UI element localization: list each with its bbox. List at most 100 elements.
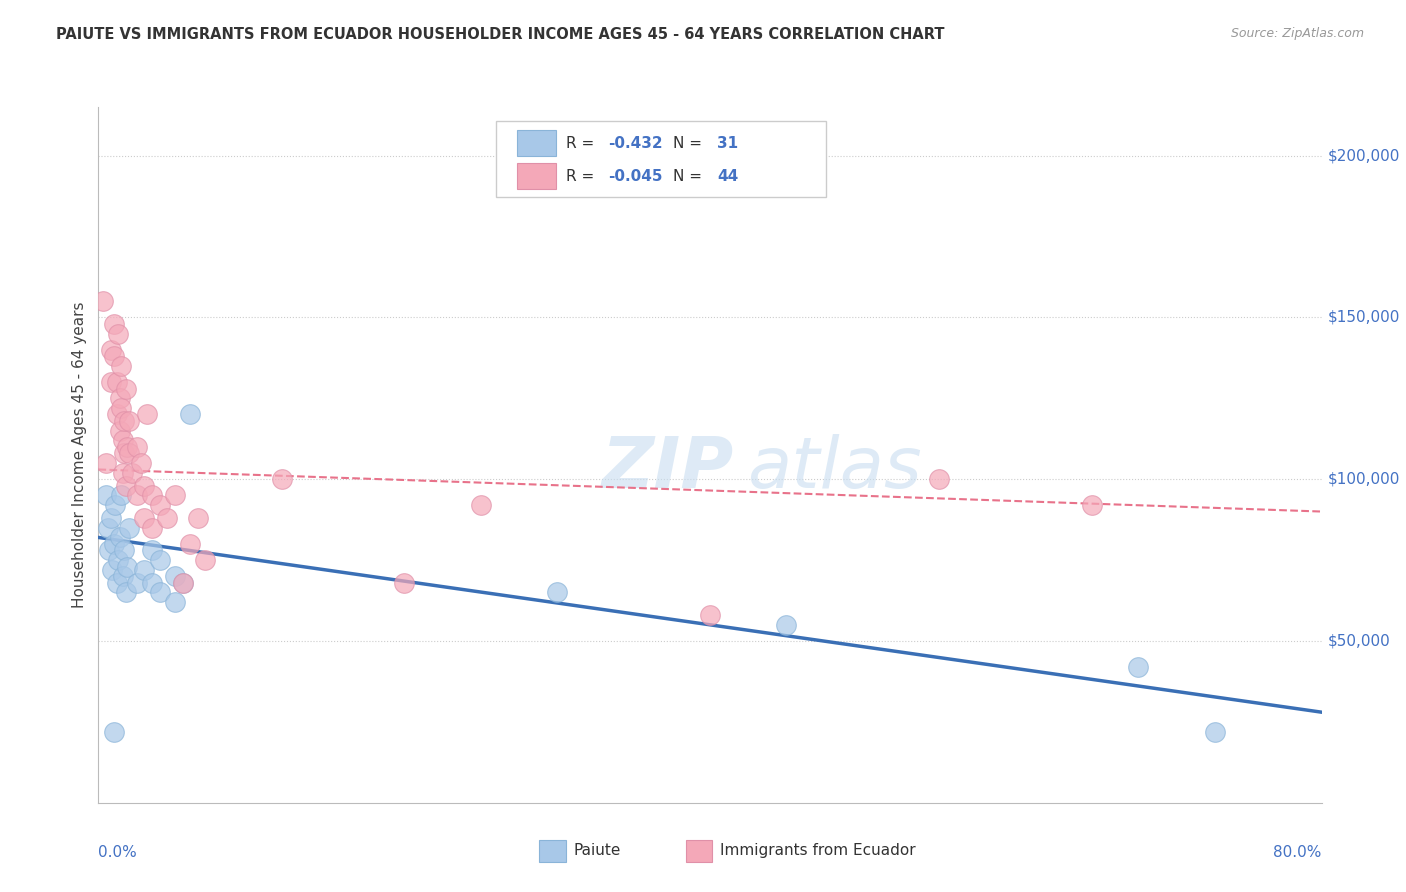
Text: atlas: atlas (747, 434, 921, 503)
Point (118, 414, 141, 428)
Point (775, 617, 797, 632)
Point (100, 511, 122, 525)
Point (103, 317, 125, 331)
Point (104, 498, 127, 512)
Point (149, 553, 172, 567)
Point (110, 359, 132, 373)
Point (149, 585, 172, 599)
Point (105, 408, 128, 422)
Point (111, 466, 134, 480)
Point (97, 521, 120, 535)
Point (118, 446, 141, 460)
Point (115, 382, 138, 396)
Point (107, 326, 129, 341)
Point (125, 575, 148, 590)
FancyBboxPatch shape (517, 130, 555, 156)
Point (107, 553, 129, 567)
Point (187, 511, 209, 525)
Point (179, 408, 201, 422)
Point (117, 440, 139, 454)
Point (141, 543, 163, 558)
Point (141, 575, 163, 590)
FancyBboxPatch shape (686, 839, 713, 862)
Point (194, 553, 217, 567)
Text: 31: 31 (717, 136, 738, 152)
Point (163, 488, 186, 502)
Text: $200,000: $200,000 (1327, 148, 1400, 163)
Point (100, 375, 122, 389)
Point (118, 521, 141, 535)
Point (100, 343, 122, 357)
Point (699, 608, 721, 623)
Point (149, 498, 172, 512)
Point (111, 434, 134, 448)
Text: N =: N = (673, 169, 707, 184)
Point (134, 478, 156, 492)
Point (103, 724, 125, 739)
Point (392, 575, 416, 590)
Point (101, 563, 124, 577)
Point (1204, 724, 1226, 739)
Text: N =: N = (673, 136, 707, 152)
Point (179, 537, 201, 551)
Point (1128, 660, 1150, 674)
Point (270, 472, 292, 486)
Point (136, 408, 159, 422)
Point (108, 424, 131, 438)
Text: PAIUTE VS IMMIGRANTS FROM ECUADOR HOUSEHOLDER INCOME AGES 45 - 64 YEARS CORRELAT: PAIUTE VS IMMIGRANTS FROM ECUADOR HOUSEH… (56, 27, 945, 42)
Point (546, 585, 568, 599)
Point (115, 585, 138, 599)
Point (121, 466, 143, 480)
Point (112, 543, 135, 558)
Point (111, 569, 134, 583)
Point (103, 537, 125, 551)
Point (105, 375, 128, 389)
Point (928, 472, 950, 486)
Point (134, 563, 156, 577)
Point (172, 575, 194, 590)
Point (94, 456, 117, 470)
FancyBboxPatch shape (517, 162, 555, 189)
Text: $150,000: $150,000 (1327, 310, 1400, 325)
Point (141, 488, 163, 502)
Text: -0.432: -0.432 (609, 136, 664, 152)
Point (1081, 498, 1104, 512)
Point (112, 446, 135, 460)
Text: ZIP: ZIP (602, 434, 734, 503)
Point (156, 511, 179, 525)
FancyBboxPatch shape (496, 121, 827, 197)
FancyBboxPatch shape (538, 839, 565, 862)
Text: 0.0%: 0.0% (98, 845, 138, 860)
Point (110, 401, 132, 415)
Point (125, 488, 148, 502)
Text: 44: 44 (717, 169, 738, 184)
Point (129, 456, 152, 470)
Text: Paiute: Paiute (574, 843, 620, 857)
Point (172, 575, 194, 590)
Point (94, 488, 117, 502)
Point (108, 392, 131, 406)
Point (141, 521, 163, 535)
Text: R =: R = (565, 136, 599, 152)
Point (103, 349, 125, 363)
Text: 80.0%: 80.0% (1274, 845, 1322, 860)
Text: Immigrants from Ecuador: Immigrants from Ecuador (720, 843, 915, 857)
Text: -0.045: -0.045 (609, 169, 664, 184)
Point (105, 575, 128, 590)
Point (117, 559, 139, 574)
Point (98, 543, 121, 558)
Point (112, 414, 135, 428)
Point (125, 440, 148, 454)
Point (470, 498, 492, 512)
Point (110, 488, 132, 502)
Point (163, 569, 186, 583)
Text: Source: ZipAtlas.com: Source: ZipAtlas.com (1230, 27, 1364, 40)
Text: R =: R = (565, 169, 599, 184)
Text: $100,000: $100,000 (1327, 472, 1400, 487)
Point (91, 294, 114, 309)
Point (115, 478, 138, 492)
Point (108, 531, 131, 545)
Y-axis label: Householder Income Ages 45 - 64 years: Householder Income Ages 45 - 64 years (72, 301, 87, 608)
Text: $50,000: $50,000 (1327, 633, 1391, 648)
Point (134, 511, 156, 525)
